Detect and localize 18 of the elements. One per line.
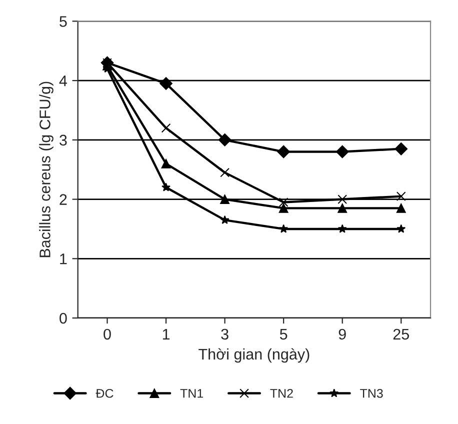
- x-tick-label: 1: [162, 328, 170, 340]
- x-tick-label: 9: [338, 328, 346, 340]
- x-tick-label: 25: [393, 328, 409, 340]
- legend-label: TN1: [180, 389, 204, 398]
- y-tick-label: 5: [60, 16, 67, 27]
- y-tick-label: 4: [59, 76, 67, 86]
- x-tick-label: 5: [280, 328, 288, 340]
- x-axis-title: Thời gian (ngày): [198, 348, 310, 363]
- legend-label: TN2: [270, 388, 293, 398]
- legend-label: TN3: [360, 388, 383, 398]
- y-tick-label: 2: [60, 194, 67, 205]
- y-tick-label: 0: [60, 312, 67, 324]
- x-tick-label: 0: [104, 328, 111, 340]
- y-axis-title: Bacillus cereus (lg CFU/g): [39, 82, 54, 258]
- y-tick-label: 3: [60, 134, 67, 146]
- y-tick-label: 1: [60, 254, 67, 264]
- legend-label: ĐC: [96, 388, 114, 398]
- x-tick-label: 3: [221, 328, 228, 340]
